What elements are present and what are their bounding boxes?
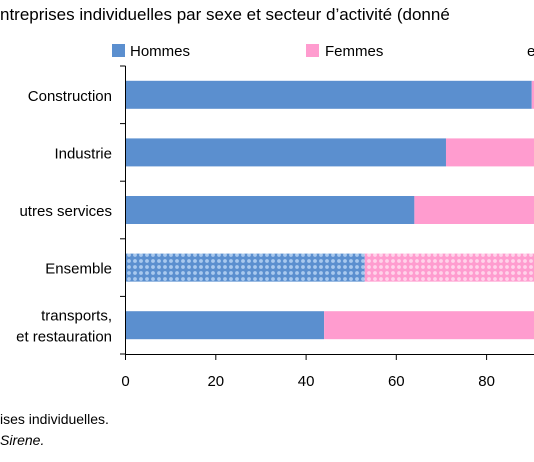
bar-4-femmes — [324, 311, 534, 340]
x-tick-label-80: 80 — [478, 373, 495, 390]
category-label-3: Ensemble — [45, 261, 112, 278]
bar-2-femmes — [414, 196, 534, 224]
category-label-0: Construction — [28, 88, 112, 105]
x-tick-label-40: 40 — [298, 373, 315, 390]
x-tick-label-20: 20 — [207, 373, 224, 390]
legend-label-hommes: Hommes — [130, 43, 190, 60]
bar-1-femmes — [445, 138, 534, 167]
x-ticks: 0 20 40 60 80 — [121, 354, 495, 390]
bar-4-hommes — [125, 311, 325, 340]
bar-3-femmes — [364, 253, 534, 282]
source-note-2: Sirene. — [0, 432, 44, 448]
category-label-4-line-1: et restauration — [16, 329, 112, 346]
bar-0-hommes — [125, 80, 532, 109]
bar-1-hommes — [125, 138, 446, 167]
legend: Hommes Femmes e — [112, 43, 534, 60]
bar-2-hommes — [125, 196, 415, 224]
chart-title: ntreprises individuelles par sexe et sec… — [0, 5, 450, 24]
legend-label-femmes: Femmes — [325, 43, 383, 60]
source-note-1: ises individuelles. — [0, 411, 109, 427]
category-labels: Construction Industrie utres services Ensem… — [16, 88, 112, 346]
category-label-1: Industrie — [54, 145, 112, 162]
legend-label-cut: e — [527, 43, 534, 60]
bar-3-hommes — [125, 253, 365, 282]
bars — [125, 80, 534, 340]
category-label-4-line-0: transports, — [41, 308, 112, 325]
legend-swatch-femmes — [306, 44, 319, 57]
bar-0-femmes — [531, 80, 534, 109]
x-tick-label-0: 0 — [121, 373, 129, 390]
y-ticks — [120, 65, 126, 355]
category-label-2: utres services — [19, 203, 112, 220]
legend-swatch-hommes — [112, 44, 125, 57]
x-tick-label-60: 60 — [388, 373, 405, 390]
